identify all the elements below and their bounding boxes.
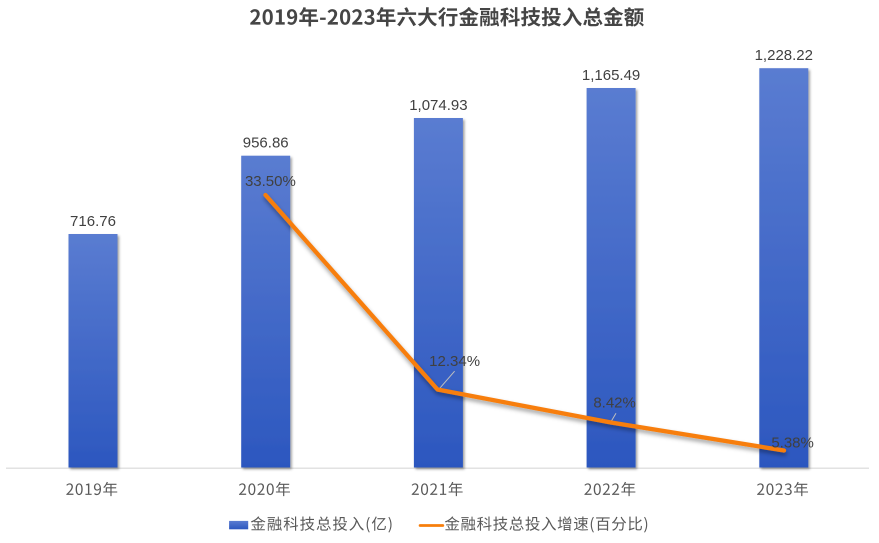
- svg-text:716.76: 716.76: [70, 213, 116, 230]
- svg-text:12.34%: 12.34%: [429, 353, 480, 370]
- svg-text:1,074.93: 1,074.93: [409, 97, 467, 114]
- svg-text:8.42%: 8.42%: [593, 395, 636, 412]
- svg-text:1,165.49: 1,165.49: [582, 67, 640, 84]
- svg-text:1,228.22: 1,228.22: [755, 47, 813, 64]
- svg-text:5.38%: 5.38%: [771, 435, 814, 452]
- svg-text:956.86: 956.86: [243, 135, 289, 152]
- svg-text:33.50%: 33.50%: [245, 173, 296, 190]
